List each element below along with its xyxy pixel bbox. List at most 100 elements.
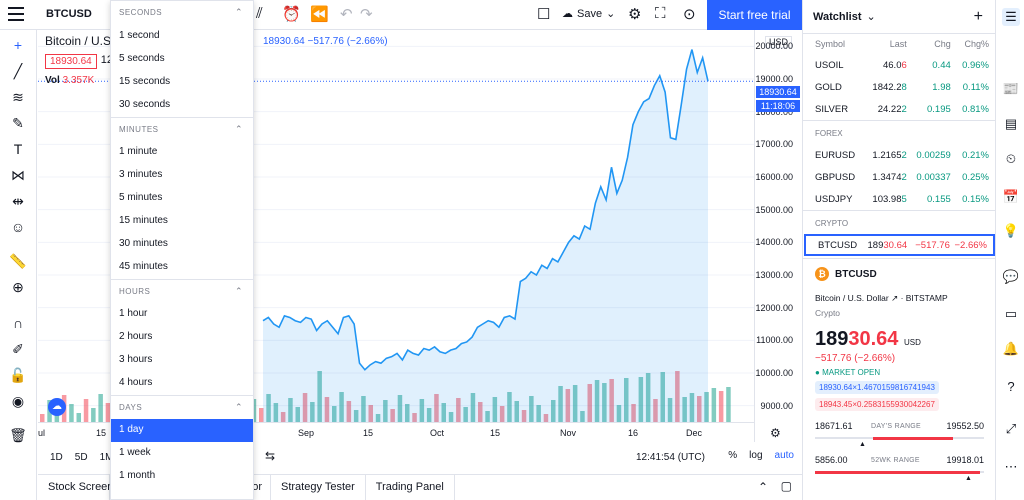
interval-option[interactable]: 1 hour xyxy=(119,308,148,319)
interval-section-seconds[interactable]: SECONDS ⌃ xyxy=(119,7,243,17)
chevron-up-icon[interactable]: ⌃ xyxy=(234,124,243,134)
data-window-icon[interactable]: ▤ xyxy=(1004,116,1018,131)
interval-option[interactable]: 1 week xyxy=(119,447,151,458)
interval-option[interactable]: 4 hours xyxy=(119,377,153,388)
menu-icon[interactable] xyxy=(8,7,24,21)
interval-option[interactable]: 2 hours xyxy=(119,331,153,342)
interval-section-days[interactable]: DAYS ⌃ xyxy=(111,395,253,419)
tab-pine-editor[interactable]: or xyxy=(110,475,271,500)
hotlist-icon[interactable]: ⏲ xyxy=(1005,151,1017,166)
help-icon[interactable]: ? xyxy=(1007,379,1015,394)
redo-icon[interactable]: ↷ xyxy=(360,6,373,23)
chevron-up-icon[interactable]: ⌃ xyxy=(234,286,243,296)
ruler-icon[interactable]: 📏 xyxy=(9,253,27,269)
interval-option[interactable]: 5 minutes xyxy=(119,192,163,203)
interval-section-hours[interactable]: HOURS ⌃ xyxy=(111,279,253,303)
interval-option[interactable]: 15 seconds xyxy=(119,76,171,87)
interval-option[interactable]: 3 hours xyxy=(119,354,153,365)
watchlist-header[interactable]: Watchlist ⌄ + xyxy=(803,0,995,34)
brush-icon[interactable]: ✎ xyxy=(12,115,24,131)
interval-option[interactable]: 15 minutes xyxy=(119,215,168,226)
watchlist-row[interactable]: USOIL 46.06 0.44 0.96% xyxy=(803,54,995,76)
external-link-icon[interactable]: ↗ xyxy=(891,293,901,303)
tab-stock-screener[interactable]: Stock Screene xyxy=(38,475,120,500)
goto-date-icon[interactable]: ⇆ xyxy=(265,449,276,463)
interval-option[interactable]: 5 seconds xyxy=(119,53,165,64)
watchlist-icon[interactable]: ☰ xyxy=(1002,8,1020,26)
save-button[interactable]: ☁ Save ⌄ xyxy=(562,7,616,21)
interval-option[interactable]: 30 seconds xyxy=(119,99,171,110)
watchlist-row[interactable]: GOLD 1842.28 1.98 0.11% xyxy=(803,76,995,98)
prediction-icon[interactable]: ⇹ xyxy=(12,193,24,209)
news-icon[interactable]: 📰 xyxy=(1002,81,1020,96)
eye-icon[interactable]: ◉ xyxy=(11,393,25,409)
interval-option[interactable]: 3 minutes xyxy=(119,169,163,180)
add-symbol-icon[interactable]: + xyxy=(973,8,983,25)
camera-icon[interactable]: ⊙ xyxy=(683,6,696,23)
interval-option[interactable]: 30 minutes xyxy=(119,238,168,249)
chevron-up-icon[interactable]: ⌃ xyxy=(234,402,243,412)
time-axis[interactable]: ul 15 Sep 15 Oct 15 Nov 16 Dec xyxy=(38,422,754,442)
undo-icon[interactable]: ↶ xyxy=(340,6,353,23)
trash-icon[interactable]: 🗑 xyxy=(9,427,27,443)
zoom-icon[interactable]: ⊕ xyxy=(12,279,24,295)
chat-icon[interactable]: 💬 xyxy=(1002,269,1020,284)
week-range: 5856.00 52WK RANGE 19918.01 ▲ xyxy=(815,455,984,482)
crosshair-icon[interactable]: + xyxy=(13,37,23,53)
indicators-icon[interactable]: ⫽ xyxy=(256,5,263,22)
streams-icon[interactable]: ▭ xyxy=(1004,306,1018,321)
collapse-icon[interactable]: ⌃ xyxy=(757,480,768,494)
volume-bar xyxy=(653,399,658,422)
tab-trading-panel[interactable]: Trading Panel xyxy=(366,475,455,500)
notifications-icon[interactable]: 🔔 xyxy=(1002,341,1020,356)
auto-toggle[interactable]: auto xyxy=(774,450,794,461)
interval-option[interactable]: 1 second xyxy=(119,30,160,41)
range-5d[interactable]: 5D xyxy=(74,451,88,463)
watchlist-row[interactable]: BTCUSD 18930.64 −517.76 −2.66% xyxy=(804,234,995,256)
interval-option[interactable]: 1 minute xyxy=(119,146,158,157)
interval-option[interactable]: 45 minutes xyxy=(119,261,168,272)
calendar-icon[interactable]: 📅 xyxy=(1002,189,1020,204)
wl-chg: 0.00337 xyxy=(916,171,951,183)
settings-icon[interactable]: ⚙ xyxy=(628,6,642,23)
watchlist-row[interactable]: SILVER 24.222 0.195 0.81% xyxy=(803,98,995,120)
tab-strategy-tester[interactable]: Strategy Tester xyxy=(271,475,366,500)
percent-toggle[interactable]: % xyxy=(728,450,738,461)
more-icon[interactable]: ⋯ xyxy=(1004,459,1018,474)
text-icon[interactable]: T xyxy=(13,141,23,157)
magnet-icon[interactable]: ∩ xyxy=(12,315,24,331)
watchlist-row[interactable]: EURUSD 1.21652 0.00259 0.21% xyxy=(803,144,995,166)
ask-pill: 18943.45×0.2583155930042267 xyxy=(815,398,939,411)
price-axis[interactable]: USD 20000.0019000.0018000.0017000.001600… xyxy=(754,30,801,442)
clock[interactable]: 12:41:54 (UTC) xyxy=(636,452,705,463)
volume-bar xyxy=(667,398,673,422)
log-toggle[interactable]: log xyxy=(749,450,763,461)
details-symbol[interactable]: BTCUSD xyxy=(835,268,877,280)
tools-icon[interactable]: ⤢ xyxy=(1005,421,1017,436)
ideas-icon[interactable]: 💡 xyxy=(1002,223,1020,238)
symbol-search[interactable]: BTCUSD xyxy=(46,8,92,20)
trendline-icon[interactable]: ╱ xyxy=(13,63,23,79)
interval-section-minutes[interactable]: MINUTES ⌃ xyxy=(111,117,253,141)
interval-option[interactable]: 1 month xyxy=(119,470,156,481)
watchlist-row[interactable]: GBPUSD 1.34742 0.00337 0.25% xyxy=(803,166,995,188)
stay-drawing-icon[interactable]: ✐ xyxy=(12,341,24,357)
fullscreen-icon[interactable]: ⛶ xyxy=(655,5,666,22)
alert-icon[interactable]: ⏰ xyxy=(282,6,301,23)
range-1d[interactable]: 1D xyxy=(50,451,63,463)
fib-icon[interactable]: ≋ xyxy=(12,89,24,105)
replay-icon[interactable]: ⏪ xyxy=(310,6,329,23)
axis-settings-icon[interactable]: ⚙ xyxy=(770,426,781,440)
lock-icon[interactable]: 🔓 xyxy=(9,367,27,383)
watchlist-row[interactable]: USDJPY 103.985 0.155 0.15% xyxy=(803,188,995,210)
maximize-icon[interactable]: ▢ xyxy=(780,479,792,493)
pattern-icon[interactable]: ⋈ xyxy=(11,167,25,183)
emoji-icon[interactable]: ☺ xyxy=(10,219,26,235)
volume-bar xyxy=(711,388,717,422)
fullscreen-layout-icon[interactable]: ☐ xyxy=(537,6,551,23)
interval-option[interactable]: 1 day xyxy=(111,419,253,442)
chevron-up-icon[interactable]: ⌃ xyxy=(234,7,243,17)
wl-symbol: USDJPY xyxy=(815,193,853,205)
start-trial-button[interactable]: Start free trial xyxy=(707,0,802,30)
range-1m[interactable]: 1M xyxy=(99,451,114,463)
